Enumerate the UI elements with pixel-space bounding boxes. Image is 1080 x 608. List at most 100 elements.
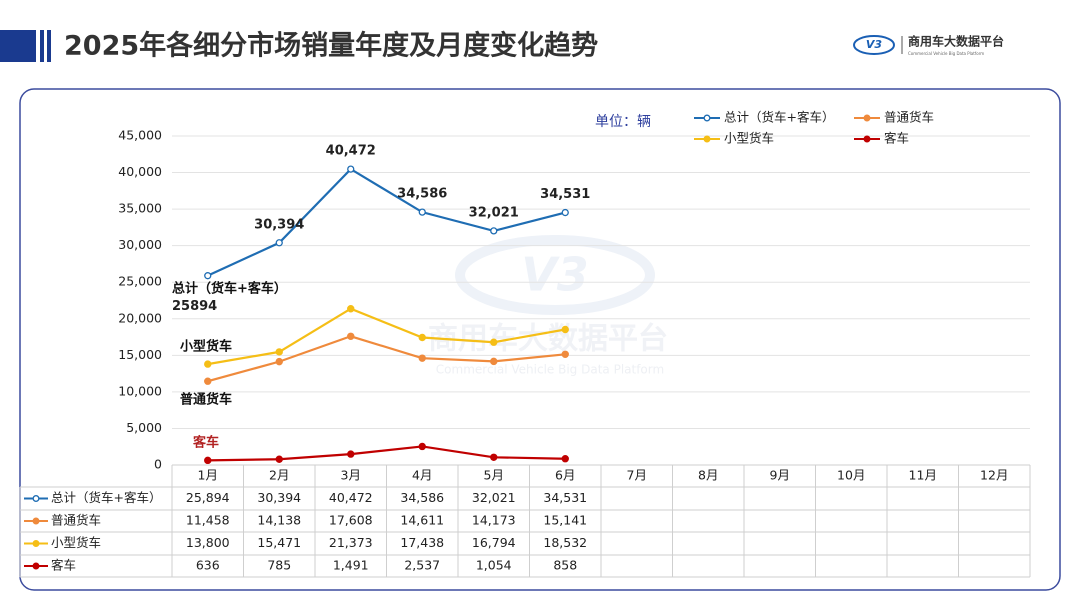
table-cell: 34,586	[400, 490, 444, 505]
data-label: 34,586	[397, 187, 447, 202]
table-cell: 17,438	[400, 535, 444, 550]
table-cell: 1,054	[476, 558, 512, 573]
marker	[347, 450, 355, 458]
series-line	[207, 445, 566, 462]
y-tick-label: 30,000	[118, 237, 162, 252]
y-tick-label: 10,000	[118, 383, 162, 398]
series-line	[207, 335, 566, 383]
table-cell: 13,800	[186, 535, 230, 550]
marker	[561, 455, 569, 463]
x-tick-label: 11月	[909, 468, 937, 483]
legend-marker	[703, 135, 711, 143]
series-line	[207, 307, 566, 366]
header-accent	[0, 30, 36, 62]
data-label: 30,394	[254, 217, 304, 232]
y-tick-label: 35,000	[118, 201, 162, 216]
marker	[561, 208, 569, 217]
data-label: 32,021	[469, 205, 519, 220]
annotation: 客车	[193, 435, 219, 451]
unit-label: 单位：辆	[595, 114, 651, 130]
y-tick-label: 20,000	[118, 310, 162, 325]
watermark-ring	[455, 235, 655, 315]
marker	[418, 208, 426, 216]
table-cell: 14,138	[257, 513, 301, 528]
watermark-subtext: Commercial Vehicle Big Data Platform	[436, 363, 664, 377]
table-series-name: 普通货车	[51, 513, 101, 528]
table-series-name: 小型货车	[51, 535, 101, 550]
watermark-text: 商用车大数据平台	[428, 322, 668, 357]
marker	[275, 239, 283, 247]
x-tick-label: 10月	[837, 468, 865, 483]
table-cell: 11,458	[186, 513, 230, 528]
x-tick-label: 12月	[980, 468, 1008, 483]
x-tick-label: 8月	[698, 468, 718, 483]
marker	[275, 348, 283, 356]
marker	[204, 377, 212, 385]
table-cell: 858	[553, 558, 577, 573]
table-cell: 18,532	[543, 535, 587, 550]
x-tick-label: 3月	[341, 468, 361, 483]
x-tick-label: 7月	[627, 468, 647, 483]
marker	[561, 350, 569, 359]
x-tick-label: 6月	[555, 468, 575, 483]
table-cell: 2,537	[404, 558, 440, 573]
table-cell: 1,491	[333, 558, 369, 573]
x-tick-label: 2月	[269, 468, 289, 483]
table-legend-marker	[32, 562, 40, 570]
legend-label: 小型货车	[724, 131, 774, 146]
y-tick-label: 0	[154, 457, 162, 472]
marker	[204, 360, 212, 368]
logo-text: 商用车大数据平台	[908, 34, 1004, 49]
marker	[275, 357, 283, 366]
marker	[561, 325, 569, 334]
table-cell: 40,472	[329, 490, 373, 505]
y-tick-label: 40,000	[118, 164, 162, 179]
watermark-mark: V3	[521, 248, 589, 302]
x-tick-label: 5月	[484, 468, 504, 483]
annotation: 小型货车	[180, 339, 232, 355]
table-cell: 14,611	[400, 513, 444, 528]
logo-ring	[853, 35, 895, 55]
x-tick-label: 9月	[770, 468, 790, 483]
marker	[347, 332, 355, 340]
table-cell: 30,394	[257, 490, 301, 505]
data-label: 40,472	[326, 144, 376, 159]
legend-marker	[863, 114, 871, 122]
data-label: 34,531	[540, 187, 590, 202]
table-legend-marker	[32, 517, 40, 525]
page-title: 2025年各细分市场销量年度及月度变化趋势	[64, 30, 598, 62]
marker	[347, 165, 355, 173]
table-cell: 34,531	[543, 490, 587, 505]
marker	[204, 272, 212, 280]
annotation: 总计（货车+客车）	[172, 281, 287, 297]
table-cell: 785	[267, 558, 291, 573]
marker	[275, 455, 283, 463]
marker	[490, 227, 498, 235]
x-tick-label: 1月	[198, 468, 218, 483]
table-cell: 636	[196, 558, 220, 573]
marker	[490, 453, 498, 461]
table-cell: 15,471	[257, 535, 301, 550]
table-cell: 16,794	[472, 535, 516, 550]
y-tick-label: 5,000	[126, 420, 162, 435]
marker	[347, 305, 355, 313]
table-legend-marker	[32, 495, 40, 502]
marker	[204, 456, 212, 465]
annotation: 普通货车	[180, 392, 232, 408]
marker	[490, 357, 498, 366]
logo-mark: V3	[866, 38, 883, 51]
legend-marker	[863, 135, 871, 143]
y-tick-label: 45,000	[118, 128, 162, 143]
table-series-name: 总计（货车+客车）	[51, 490, 161, 505]
marker	[418, 442, 426, 451]
table-legend-marker	[32, 540, 40, 547]
table-cell: 21,373	[329, 535, 373, 550]
table-cell: 15,141	[543, 513, 587, 528]
legend-marker	[703, 114, 711, 122]
header-accent	[47, 30, 51, 62]
table-cell: 17,608	[329, 513, 373, 528]
marker	[490, 338, 498, 346]
table-cell: 32,021	[472, 490, 516, 505]
series-line	[207, 167, 566, 277]
